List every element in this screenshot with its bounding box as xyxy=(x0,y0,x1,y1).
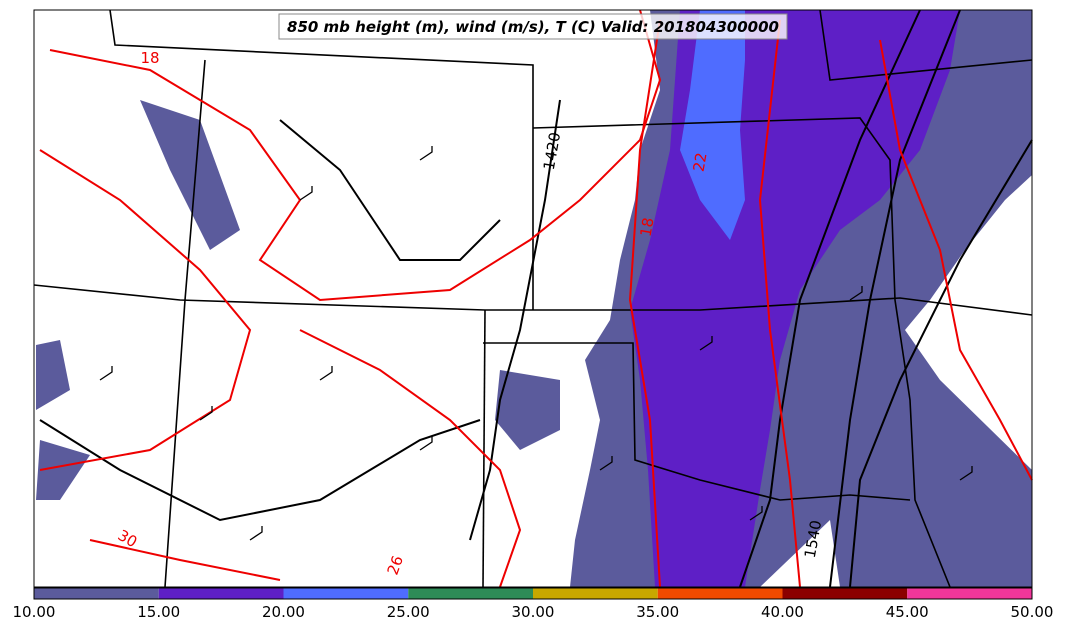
temperature-label: 18 xyxy=(140,49,159,67)
colorbar-segment xyxy=(158,588,284,599)
colorbar-tick-label: 25.00 xyxy=(387,603,430,621)
colorbar-tick-label: 10.00 xyxy=(13,603,56,621)
wind-barbs xyxy=(99,146,973,541)
colorbar-segment xyxy=(34,588,159,599)
colorbar: 10.00 15.00 20.00 25.00 30.00 35.00 40.00 45.00… xyxy=(13,587,1054,621)
colorbar-tick-label: 50.00 xyxy=(1011,603,1054,621)
colorbar-tick-label: 30.00 xyxy=(512,603,555,621)
temperature-label: 26 xyxy=(384,553,407,577)
colorbar-segment xyxy=(283,588,409,599)
colorbar-segment xyxy=(782,588,908,599)
colorbar-segment xyxy=(907,588,1032,599)
colorbar-segment xyxy=(657,588,783,599)
shaded-wind-high xyxy=(680,10,745,240)
title: 850 mb height (m), wind (m/s), T (C) Val… xyxy=(287,18,779,36)
state-borders xyxy=(33,9,1033,588)
title-box xyxy=(278,13,788,40)
map: 1420 1540 18 22 18 26 30 850 mb height (… xyxy=(33,9,1033,588)
colorbar-segment xyxy=(408,588,533,599)
temperature-contours xyxy=(39,9,1033,588)
colorbar-tick-label: 45.00 xyxy=(886,603,929,621)
colorbar-tick-label: 40.00 xyxy=(761,603,804,621)
height-contours xyxy=(39,9,1033,588)
colorbar-frame xyxy=(33,587,1033,600)
temperature-label: 22 xyxy=(690,151,711,173)
colorbar-tick-label: 35.00 xyxy=(636,603,679,621)
colorbar-segment xyxy=(533,588,658,599)
map-frame xyxy=(33,9,1033,588)
colorbar-tick-label: 20.00 xyxy=(262,603,305,621)
temperature-label: 18 xyxy=(637,216,658,238)
colorbar-tick-label: 15.00 xyxy=(137,603,180,621)
